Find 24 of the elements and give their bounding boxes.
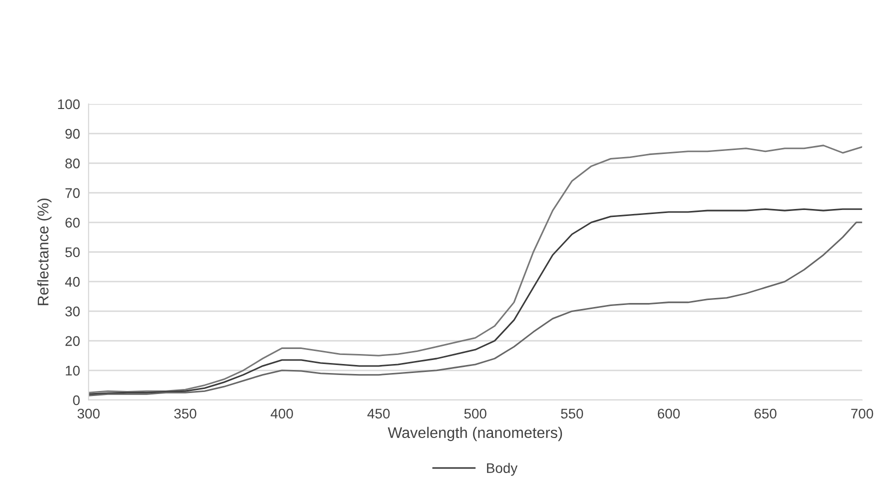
y-tick-label: 10 — [66, 366, 80, 376]
y-tick-label: 90 — [65, 128, 80, 139]
line-series — [88, 144, 862, 394]
x-tick-label: 600 — [658, 408, 680, 419]
x-axis-title: Wavelength (nanometers) — [388, 426, 562, 442]
y-tick-label: 100 — [58, 99, 80, 110]
y-tick-label: 50 — [65, 247, 80, 258]
x-tick-label: 400 — [270, 408, 293, 419]
y-tick-label: 70 — [66, 188, 80, 198]
y-tick-label: 30 — [65, 306, 80, 316]
x-tick-label: 450 — [367, 408, 390, 419]
x-tick-label: 350 — [174, 408, 196, 419]
legend-label: Body — [487, 462, 518, 476]
y-tick-label: 80 — [65, 158, 80, 168]
y-tick-label: 20 — [65, 336, 80, 346]
x-tick-label: 500 — [464, 408, 486, 419]
x-tick-label: 700 — [851, 408, 874, 419]
y-axis-title: Reflectance (%) — [37, 198, 52, 306]
x-tick-label: 550 — [560, 408, 584, 419]
y-tick-label: 60 — [66, 218, 80, 228]
y-tick-label: 40 — [65, 276, 80, 287]
y-tick-label: 0 — [73, 395, 80, 406]
x-tick-label: 650 — [754, 408, 776, 419]
x-tick-label: 300 — [78, 408, 100, 419]
